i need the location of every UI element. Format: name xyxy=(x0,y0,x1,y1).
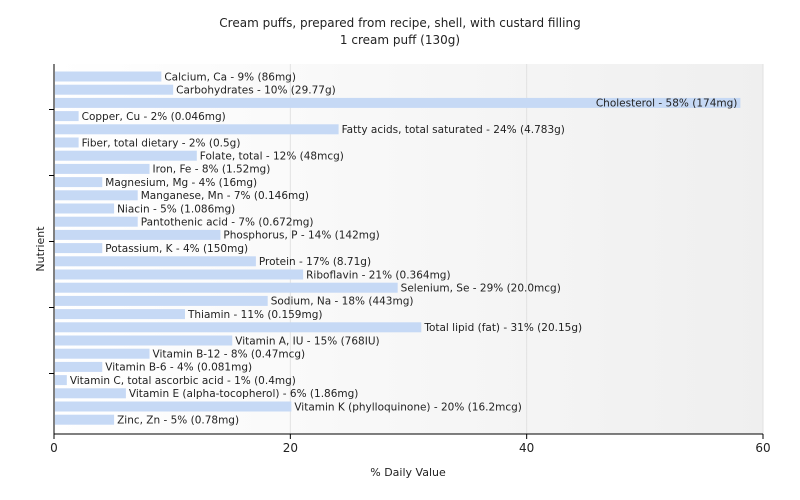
bar-label: Magnesium, Mg - 4% (16mg) xyxy=(105,177,257,189)
bar xyxy=(55,84,174,95)
bar xyxy=(55,111,79,122)
bar-label: Folate, total - 12% (48mcg) xyxy=(200,151,344,163)
bar-label: Zinc, Zn - 5% (0.78mg) xyxy=(117,415,239,427)
x-tick-label: 40 xyxy=(519,441,534,455)
bar xyxy=(55,216,138,227)
bar xyxy=(55,335,233,346)
bar-label: Manganese, Mn - 7% (0.146mg) xyxy=(141,190,309,202)
x-tick-label: 0 xyxy=(50,441,58,455)
bar xyxy=(55,388,126,399)
bar-label: Thiamin - 11% (0.159mg) xyxy=(187,309,323,321)
bar-label: Vitamin A, IU - 15% (768IU) xyxy=(235,335,379,347)
bar xyxy=(55,243,103,254)
bar-label: Niacin - 5% (1.086mg) xyxy=(117,203,235,215)
bar-label: Potassium, K - 4% (150mg) xyxy=(105,243,248,255)
bar xyxy=(55,269,304,280)
bar xyxy=(55,401,292,412)
bar xyxy=(55,163,150,174)
bar-label: Protein - 17% (8.71g) xyxy=(259,256,371,268)
bar xyxy=(55,361,103,372)
bar xyxy=(55,256,256,267)
bar-label: Calcium, Ca - 9% (86mg) xyxy=(164,71,296,83)
bar xyxy=(55,177,103,188)
bar-label: Selenium, Se - 29% (20.0mcg) xyxy=(401,283,561,295)
x-axis-label: % Daily Value xyxy=(370,466,446,479)
bar xyxy=(55,124,339,135)
bar-label: Sodium, Na - 18% (443mg) xyxy=(271,296,414,308)
bar-label: Cholesterol - 58% (174mg) xyxy=(596,98,738,110)
bar-label: Phosphorus, P - 14% (142mg) xyxy=(223,230,379,242)
chart-title: Cream puffs, prepared from recipe, shell… xyxy=(219,16,580,30)
bar-label: Iron, Fe - 8% (1.52mg) xyxy=(153,164,271,176)
bar-label: Total lipid (fat) - 31% (20.15g) xyxy=(423,322,582,334)
x-tick-label: 20 xyxy=(283,441,298,455)
bar-label: Carbohydrates - 10% (29.77g) xyxy=(176,85,336,97)
bar xyxy=(55,295,268,306)
chart-subtitle: 1 cream puff (130g) xyxy=(340,33,460,47)
bar-label: Fatty acids, total saturated - 24% (4.78… xyxy=(342,124,565,136)
bar-label: Fiber, total dietary - 2% (0.5g) xyxy=(82,137,241,149)
bar-label: Vitamin B-6 - 4% (0.081mg) xyxy=(105,362,252,374)
bar xyxy=(55,203,115,214)
bar xyxy=(55,190,138,201)
bar xyxy=(55,97,741,108)
bar xyxy=(55,375,67,386)
bar-label: Vitamin B-12 - 8% (0.47mcg) xyxy=(153,349,306,361)
bar-label: Riboflavin - 21% (0.364mg) xyxy=(306,269,450,281)
bar-label: Copper, Cu - 2% (0.046mg) xyxy=(82,111,226,123)
bar xyxy=(55,137,79,148)
bar xyxy=(55,150,197,161)
bar xyxy=(55,229,221,240)
bar-label: Pantothenic acid - 7% (0.672mg) xyxy=(141,217,314,229)
bar-label: Vitamin E (alpha-tocopherol) - 6% (1.86m… xyxy=(129,388,359,400)
bar xyxy=(55,322,422,333)
bar xyxy=(55,71,162,82)
bar xyxy=(55,414,115,425)
bar xyxy=(55,348,150,359)
bar-label: Vitamin K (phylloquinone) - 20% (16.2mcg… xyxy=(294,401,522,413)
bar xyxy=(55,282,398,293)
y-axis-label: Nutrient xyxy=(34,226,47,272)
bar-label: Vitamin C, total ascorbic acid - 1% (0.4… xyxy=(70,375,296,387)
bar xyxy=(55,309,185,320)
x-tick-label: 60 xyxy=(755,441,770,455)
